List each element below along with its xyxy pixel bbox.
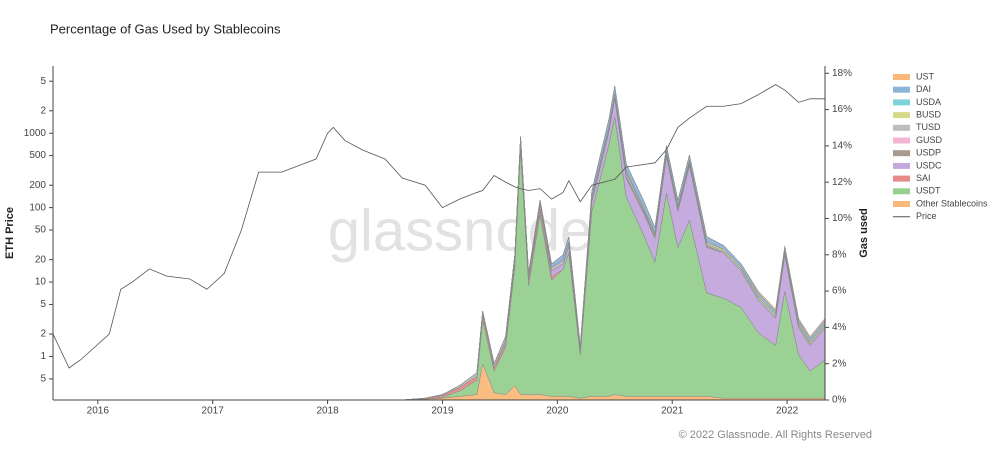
y2-tick-label: 10% (832, 213, 852, 224)
legend-swatch (893, 162, 910, 169)
y-tick-label: 50 (35, 225, 47, 236)
legend-label: TUSD (916, 122, 941, 132)
legend-swatch (893, 112, 910, 119)
legend-label: USDC (916, 160, 942, 170)
plot-area (53, 84, 825, 400)
legend-label: UST (916, 71, 935, 81)
legend-label: DAI (916, 84, 931, 94)
legend-swatch (893, 137, 910, 144)
legend-label: Other Stablecoins (916, 198, 988, 208)
x-tick-label: 2022 (776, 406, 799, 417)
footer: © 2022 Glassnode. All Rights Reserved (679, 429, 872, 441)
x-tick-label: 2018 (316, 406, 339, 417)
legend-label: GUSD (916, 135, 943, 145)
watermark: glassnode (328, 198, 592, 263)
y2-tick-label: 6% (832, 286, 847, 297)
y-tick-label: 2 (40, 329, 46, 340)
y2-tick-label: 12% (832, 177, 852, 188)
y-tick-label: 1 (40, 351, 46, 362)
y2-tick-label: 0% (832, 395, 847, 406)
y2-tick-label: 4% (832, 322, 847, 333)
legend-swatch (893, 124, 910, 131)
y2-tick-label: 14% (832, 141, 852, 152)
y-axis-label: ETH Price (4, 207, 16, 259)
legend-label: BUSD (916, 109, 942, 119)
y2-tick-label: 2% (832, 358, 847, 369)
legend-swatch (893, 99, 910, 106)
x-tick-label: 2016 (87, 406, 110, 417)
x-tick-label: 2017 (202, 406, 225, 417)
legend-swatch (893, 74, 910, 80)
area (53, 116, 825, 400)
legend-label: SAI (916, 173, 931, 183)
legend-swatch (893, 150, 910, 157)
legend-label: USDT (916, 186, 941, 196)
y2-tick-label: 8% (832, 249, 847, 260)
y2-axis-label: Gas used (858, 208, 870, 258)
chart-title: Percentage of Gas Used by Stablecoins (50, 21, 281, 36)
y-tick-label: 20 (35, 254, 47, 265)
x-tick-label: 2021 (661, 406, 684, 417)
legend-swatch (893, 188, 910, 195)
y-tick-label: 10 (35, 277, 47, 288)
x-tick-label: 2019 (431, 406, 454, 417)
legend-swatch (893, 86, 910, 93)
price-line (53, 84, 825, 369)
y2-tick-label: 16% (832, 104, 852, 115)
y-tick-label: 5 (40, 299, 46, 310)
x-tick-label: 2020 (546, 406, 569, 417)
y-tick-label: 2 (40, 105, 46, 116)
y-tick-label: 5 (40, 374, 46, 385)
legend-label: USDA (916, 97, 941, 107)
y-tick-label: 100 (29, 202, 46, 213)
legend-swatch (893, 201, 910, 207)
y2-tick-label: 18% (832, 68, 852, 79)
legend-label: USDP (916, 148, 941, 158)
y-tick-label: 1000 (24, 128, 47, 139)
y-tick-label: 500 (29, 150, 46, 161)
legend-swatch (893, 175, 910, 182)
y-tick-label: 5 (40, 76, 46, 87)
y-tick-label: 200 (29, 180, 46, 191)
legend-label: Price (916, 211, 937, 221)
